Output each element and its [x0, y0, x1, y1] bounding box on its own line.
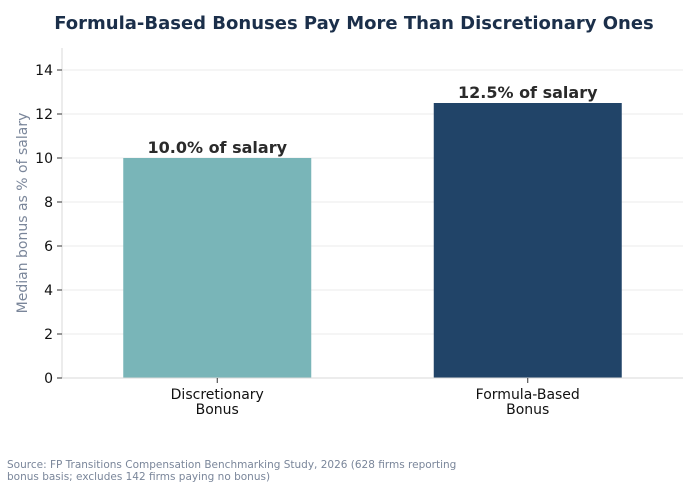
y-axis-label: Median bonus as % of salary — [15, 113, 31, 314]
y-tick-label: 0 — [44, 371, 53, 387]
x-category-label: Bonus — [196, 402, 239, 418]
data-labels: 10.0% of salary 12.5% of salary — [147, 83, 598, 157]
x-category-label: Formula-Based — [476, 387, 580, 403]
y-tick-label: 2 — [44, 327, 53, 343]
y-tick-label: 8 — [44, 195, 53, 211]
y-tick-label: 14 — [35, 63, 53, 79]
data-label: 12.5% of salary — [458, 83, 598, 102]
y-tick-label: 10 — [35, 151, 53, 167]
bar — [123, 158, 312, 378]
chart-title: Formula-Based Bonuses Pay More Than Disc… — [54, 13, 654, 34]
x-category-label: Discretionary — [171, 387, 264, 403]
y-tick-label: 4 — [44, 283, 53, 299]
axes — [61, 48, 683, 379]
y-tick-label: 12 — [35, 107, 53, 123]
x-category-label: Bonus — [506, 402, 549, 418]
y-tick-label: 6 — [44, 239, 53, 255]
source-note: Source: FP Transitions Compensation Benc… — [7, 459, 457, 483]
y-tick-labels: 0 2 4 6 8 10 12 14 — [35, 63, 62, 387]
data-label: 10.0% of salary — [147, 138, 287, 157]
bars — [123, 103, 622, 378]
bar — [433, 103, 622, 378]
